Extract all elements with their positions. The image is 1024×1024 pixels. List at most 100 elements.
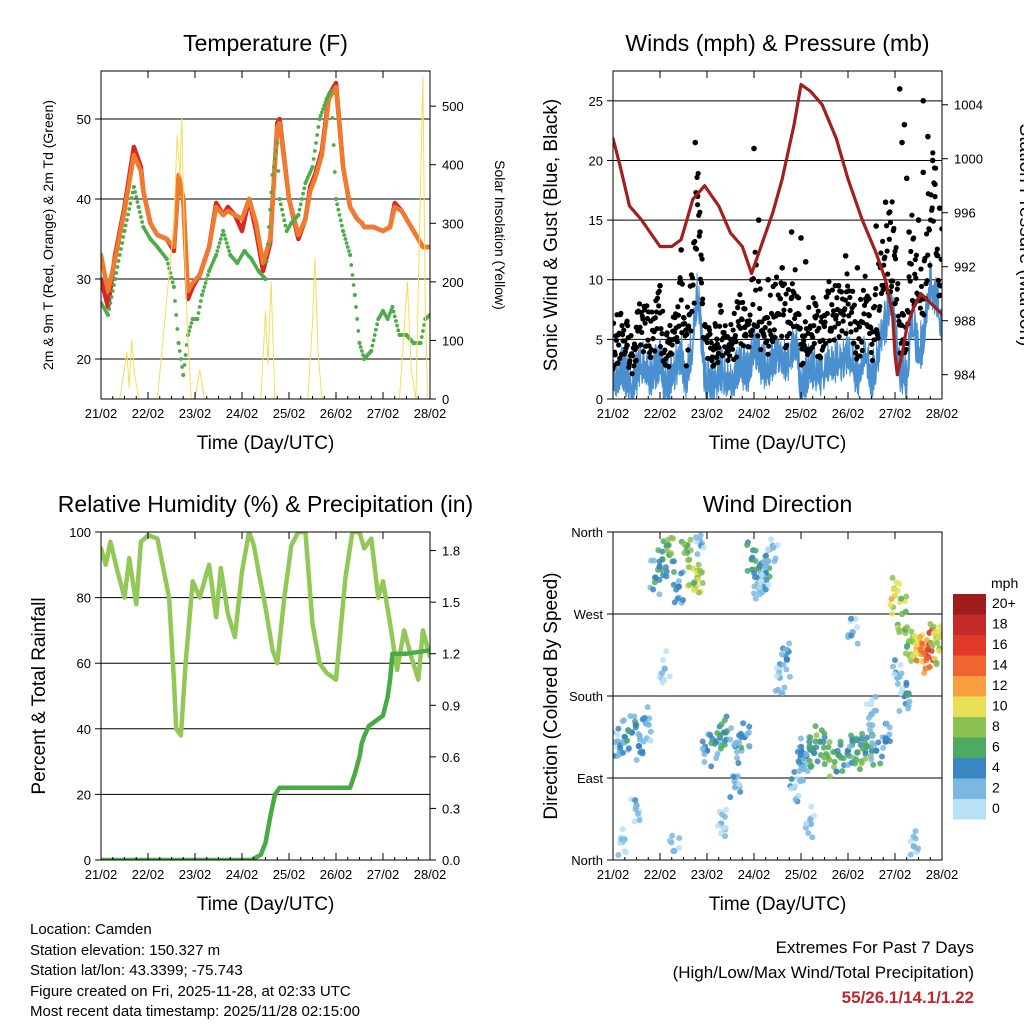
direction-point xyxy=(909,653,916,660)
gust-point xyxy=(872,292,878,298)
direction-point xyxy=(863,734,870,741)
gust-point xyxy=(906,274,912,280)
direction-point xyxy=(668,839,675,846)
y-axis-label: Percent & Total Rainfall xyxy=(29,597,50,794)
gust-point xyxy=(785,286,792,293)
direction-point xyxy=(685,564,692,571)
dewpoint-point xyxy=(297,207,302,212)
direction-point xyxy=(786,640,793,647)
direction-point xyxy=(846,743,853,750)
gust-point xyxy=(810,334,816,340)
y-tick-label: 0 xyxy=(596,392,603,407)
direction-point xyxy=(723,806,730,813)
x-tick-label: 27/02 xyxy=(879,867,912,882)
gust-point xyxy=(674,334,680,341)
y-tick-label: 15 xyxy=(589,213,603,228)
legend-swatch xyxy=(953,614,986,635)
y-axis-label: Sonic Wind & Gust (Blue, Black) xyxy=(541,99,562,371)
direction-point xyxy=(736,781,743,788)
dewpoint-point xyxy=(115,265,120,269)
direction-point xyxy=(854,624,861,631)
direction-point xyxy=(744,542,751,549)
gust-point xyxy=(853,327,859,333)
dewpoint-point xyxy=(355,317,360,321)
direction-point xyxy=(894,680,901,687)
dewpoint-point xyxy=(317,117,322,121)
direction-point xyxy=(861,739,868,746)
direction-point xyxy=(709,735,716,742)
direction-point xyxy=(655,547,662,554)
gust-point xyxy=(629,371,635,377)
dewpoint-point xyxy=(203,281,208,285)
dewpoint-point xyxy=(330,116,335,120)
dewpoint-point xyxy=(227,249,231,253)
y2-tick-label: 1.8 xyxy=(442,544,460,559)
direction-point xyxy=(859,730,866,737)
gust-point xyxy=(861,311,867,317)
direction-point xyxy=(681,549,688,556)
direction-point xyxy=(663,573,670,580)
direction-point xyxy=(699,580,706,587)
direction-point xyxy=(854,640,861,647)
dewpoint-point xyxy=(188,325,193,329)
direction-point xyxy=(721,717,728,724)
direction-point xyxy=(897,690,904,697)
gust-point xyxy=(839,328,845,334)
direction-point xyxy=(891,671,898,678)
y2-tick-label: 0.0 xyxy=(442,853,460,868)
extremes-block: Extremes For Past 7 Days (High/Low/Max W… xyxy=(673,935,974,1010)
dewpoint-point xyxy=(218,237,223,241)
gust-point xyxy=(729,341,735,347)
x-axis-label: Time (Day/UTC) xyxy=(709,894,847,915)
gust-point xyxy=(649,309,655,315)
gust-point xyxy=(628,333,634,339)
dewpoint-point xyxy=(386,314,391,318)
data-point xyxy=(915,217,922,223)
gust-point xyxy=(666,363,672,370)
gust-point xyxy=(662,347,668,353)
direction-point xyxy=(632,797,639,804)
gust-point xyxy=(826,279,832,285)
direction-point xyxy=(858,760,865,767)
dewpoint-point xyxy=(182,363,187,367)
dewpoint-point xyxy=(321,107,325,111)
direction-point xyxy=(751,590,758,597)
direction-point xyxy=(887,602,894,609)
direction-point xyxy=(695,561,702,568)
gust-point xyxy=(848,309,855,315)
y-tick-label: 20 xyxy=(589,153,603,168)
gust-point xyxy=(619,332,626,338)
gust-point xyxy=(860,319,866,326)
dewpoint-point xyxy=(277,197,282,201)
direction-point xyxy=(868,696,875,703)
dewpoint-point xyxy=(343,237,348,241)
gust-point xyxy=(644,303,650,309)
legend-swatch xyxy=(953,799,986,820)
gust-point xyxy=(894,286,900,292)
gust-point xyxy=(891,225,897,232)
panel-direction: 21/02 22/02 23/02 24/02 25/02 26/02 27/02 28/02… xyxy=(541,491,958,915)
direction-point xyxy=(903,643,910,650)
direction-point xyxy=(904,692,911,699)
dewpoint-point xyxy=(342,233,347,237)
direction-point xyxy=(788,785,795,792)
gust-point xyxy=(681,315,687,321)
gust-point xyxy=(939,226,942,232)
data-point xyxy=(633,324,640,331)
direction-point xyxy=(718,742,725,749)
direction-point xyxy=(903,593,910,600)
y2-tick-label: 1004 xyxy=(954,98,983,113)
direction-point xyxy=(694,551,701,558)
dewpoint-point xyxy=(271,165,276,169)
dewpoint-point xyxy=(164,257,169,261)
dewpoint-point xyxy=(201,289,206,293)
direction-point xyxy=(644,704,651,711)
gust-point xyxy=(780,312,786,318)
direction-point xyxy=(937,623,942,630)
data-point xyxy=(821,312,828,319)
direction-point xyxy=(782,646,789,653)
plot-area xyxy=(101,76,430,399)
gust-point xyxy=(869,357,876,364)
direction-point xyxy=(907,851,914,858)
direction-point xyxy=(880,744,887,751)
